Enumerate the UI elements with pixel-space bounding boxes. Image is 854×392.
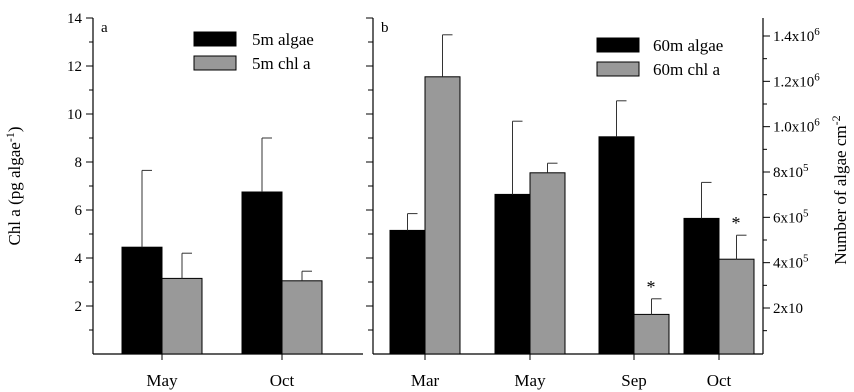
x-tick-label: Sep	[621, 371, 647, 390]
panel-label-b: b	[381, 20, 389, 36]
panel-label-a: a	[101, 20, 108, 36]
bar	[241, 191, 283, 355]
y2-tick-label: 6x105	[773, 207, 809, 226]
y2-tick-label: 1.0x106	[773, 117, 820, 136]
x-tick-label: Oct	[707, 371, 732, 390]
x-tick-label: May	[514, 371, 546, 390]
y-tick-label: 2	[75, 299, 83, 315]
y-tick-label: 10	[67, 107, 82, 123]
bar	[161, 277, 203, 355]
legend-label: 60m chl a	[653, 60, 720, 79]
y2-axis-title: Number of algae cm-2	[829, 115, 850, 264]
bar	[718, 258, 755, 355]
panel-b: Mar May Sep Oct 2x10 4x105 6x105 8x105 1.0x106 1.…	[366, 17, 850, 390]
panel-a: May Oct 2 4 6 8 10 12 14 Chl a (pg algae-1) a 5m al…	[3, 11, 372, 390]
legend-b: 60m algae 60m chl a	[596, 36, 723, 79]
legend-label: 60m algae	[653, 36, 723, 55]
bar	[494, 193, 531, 355]
y-tick-label: 12	[67, 59, 82, 75]
y2-tick-label: 2x10	[773, 301, 803, 317]
y-tick-label: 14	[67, 11, 83, 27]
y-tick-label: 4	[75, 251, 83, 267]
bar	[424, 76, 461, 355]
bar	[633, 313, 670, 355]
y-tick-label: 6	[75, 203, 83, 219]
significance-marker: *	[647, 277, 656, 297]
legend-swatch	[193, 31, 237, 47]
bar	[281, 280, 323, 355]
legend-label: 5m algae	[252, 30, 314, 49]
legend-label: 5m chl a	[252, 54, 311, 73]
legend-swatch	[596, 37, 640, 53]
bar	[598, 136, 635, 355]
y2-tick-label: 1.4x106	[773, 26, 820, 45]
y2-tick-label: 1.2x106	[773, 71, 820, 90]
legend-swatch	[193, 55, 237, 71]
significance-marker: *	[732, 213, 741, 233]
bar	[529, 172, 566, 355]
y2-tick-label: 8x105	[773, 162, 809, 181]
legend-a: 5m algae 5m chl a	[193, 30, 314, 73]
x-tick-label: May	[146, 371, 178, 390]
bar	[683, 217, 720, 355]
bar	[389, 229, 426, 355]
legend-swatch	[596, 61, 640, 77]
x-tick-label: Oct	[270, 371, 295, 390]
y-axis-title: Chl a (pg algae-1)	[3, 126, 24, 245]
x-tick-label: Mar	[411, 371, 440, 390]
y-tick-label: 8	[75, 155, 83, 171]
bar	[121, 246, 163, 355]
y2-tick-label: 4x105	[773, 253, 809, 272]
